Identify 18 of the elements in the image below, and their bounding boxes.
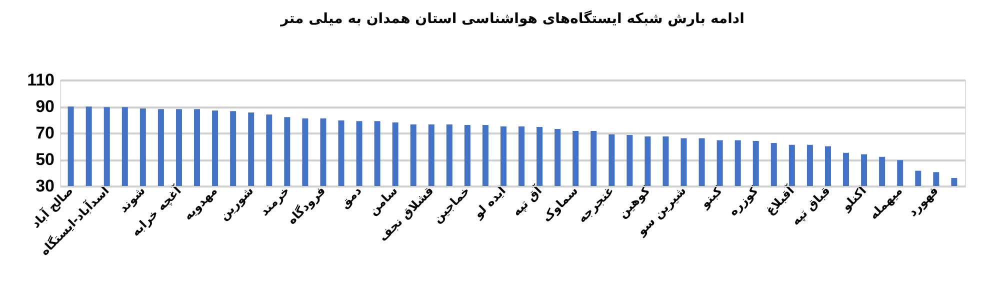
x-tick-label: سامن bbox=[366, 184, 400, 218]
y-tick-label: 90 bbox=[36, 97, 54, 116]
x-tick-label: کوهین bbox=[616, 184, 653, 221]
y-tick-label: 110 bbox=[27, 70, 54, 90]
x-tick-label: خرمند bbox=[257, 184, 292, 218]
x-tick-label: آق تپه bbox=[508, 182, 546, 219]
x-tick-label: آقبلاغ bbox=[762, 182, 798, 218]
x-tick-label: فهورد bbox=[905, 184, 942, 220]
chart-title: ادامه بارش شبکه ایستگاه‌های هواشناسی استان همدان به میلی متر bbox=[280, 10, 744, 27]
x-tick-label: شوند bbox=[116, 184, 148, 216]
y-tick-label: 70 bbox=[36, 124, 54, 142]
x-tick-label: کبنو bbox=[696, 184, 725, 212]
x-tick-label: اکنلو bbox=[838, 184, 869, 214]
x-tick-label: میهمله bbox=[866, 184, 906, 222]
x-tick-label: کوزره bbox=[726, 184, 761, 218]
y-tick-label: 50 bbox=[36, 150, 54, 169]
x-tick-label: دمق bbox=[337, 184, 364, 211]
x-tick-label: ایده لو bbox=[470, 184, 508, 222]
